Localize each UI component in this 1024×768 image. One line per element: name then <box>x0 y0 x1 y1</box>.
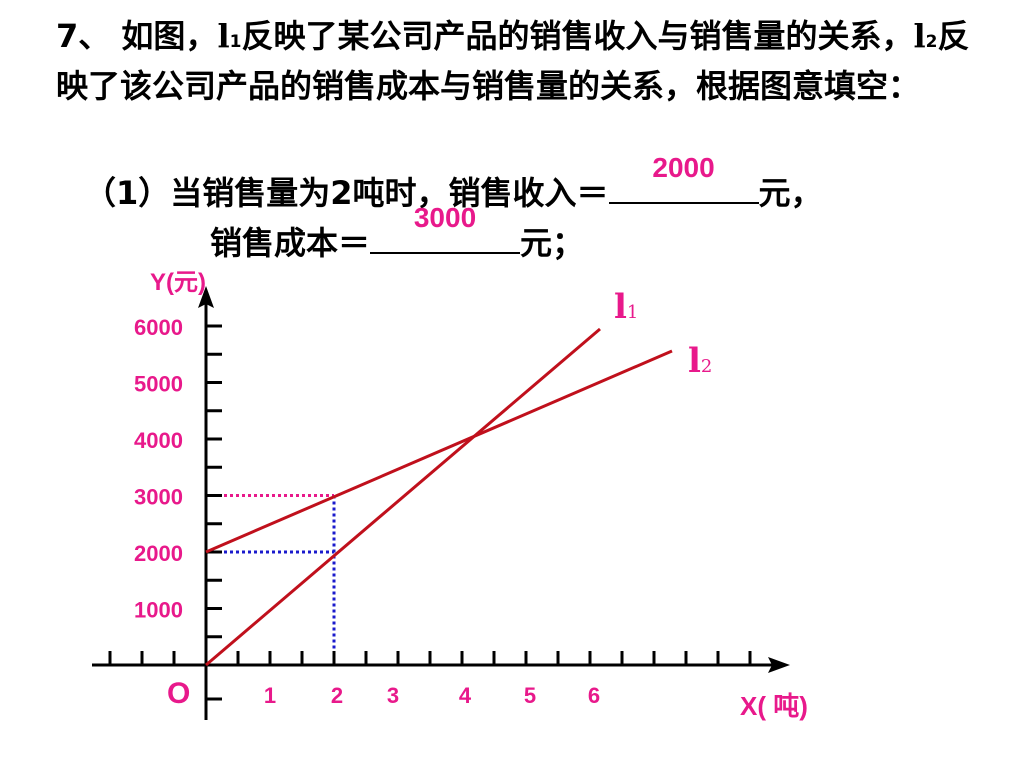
question-text-a: 如图， <box>110 17 218 55</box>
series-lines <box>205 327 673 667</box>
cost-blank[interactable]: 3000 <box>370 202 521 254</box>
x-tick-label: 1 <box>264 683 276 708</box>
origin-label: O <box>167 677 190 710</box>
y-axis-label: Y(元) <box>150 269 206 296</box>
l2-subscript: 2 <box>925 32 938 52</box>
series-label-l2: l2 <box>688 341 712 381</box>
y-tick-label: 4000 <box>134 428 183 453</box>
y-tick-label: 3000 <box>134 485 183 510</box>
guide-lines <box>206 494 336 665</box>
revenue-answer: 2000 <box>652 152 715 183</box>
part1-tail1: 元， <box>758 174 823 212</box>
series-line-l2 <box>205 349 673 554</box>
x-tick-label: 2 <box>331 683 343 708</box>
tick-labels: 1000 2000 3000 4000 5000 6000 1 2 3 4 5 6 <box>134 315 600 708</box>
question-text: 7、 如图，l1反映了某公司产品的销售收入与销售量的关系，l2反映了该公司产品的… <box>56 14 976 108</box>
series-label-l1: l1 <box>614 287 638 327</box>
x-tick-label: 5 <box>524 683 536 708</box>
part1-lead: （1）当销售量为2吨时，销售收入＝ <box>84 174 609 212</box>
question-text-c: 反映了该公司产品的销售成本与销售量的关系，根据图意填空： <box>56 17 970 105</box>
x-axis-label: X( 吨) <box>740 691 808 721</box>
x-tick-label: 3 <box>387 683 399 708</box>
y-tick-label: 2000 <box>134 541 183 566</box>
part1-lead2: 销售成本＝ <box>210 224 371 262</box>
part1-tail2: 元； <box>520 224 585 262</box>
x-axis-arrow <box>768 657 790 673</box>
cost-answer: 3000 <box>413 202 477 233</box>
l2-letter: l <box>913 17 926 55</box>
y-tick-label: 1000 <box>134 598 183 623</box>
series-line-l1 <box>205 327 601 667</box>
revenue-blank[interactable]: 2000 <box>608 152 759 204</box>
l1-subscript: 1 <box>229 32 242 52</box>
y-tick-label: 6000 <box>134 315 183 340</box>
part1-line2: 销售成本＝ 3000 元； <box>210 202 585 264</box>
y-axis-arrow <box>198 286 214 308</box>
series-labels: l1 l2 <box>614 287 712 381</box>
l1-letter: l <box>217 17 230 55</box>
question-number: 7、 <box>56 17 111 55</box>
part1-line1: （1）当销售量为2吨时，销售收入＝ 2000 元， <box>84 152 823 214</box>
sales-chart: 1000 2000 3000 4000 5000 6000 1 2 3 4 5 6 l1 l2 Y(元)… <box>92 269 808 721</box>
x-tick-label: 4 <box>459 683 472 708</box>
question-text-b: 反映了某公司产品的销售收入与销售量的关系， <box>241 17 914 55</box>
y-tick-label: 5000 <box>134 372 183 397</box>
x-tick-label: 6 <box>588 683 600 708</box>
